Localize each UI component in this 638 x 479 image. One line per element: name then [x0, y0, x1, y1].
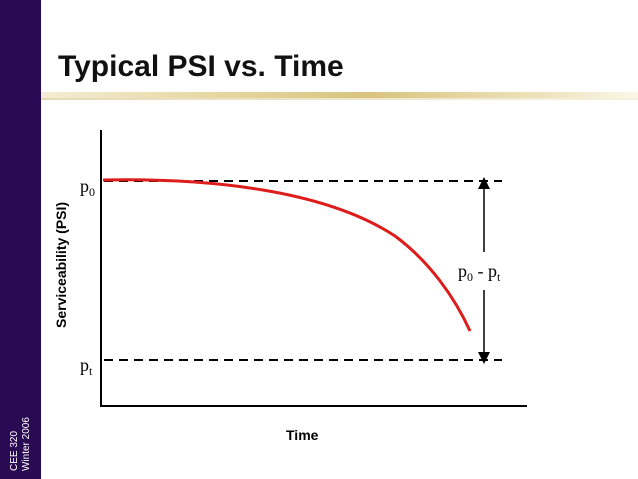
pt-label: pt — [80, 355, 93, 378]
slide-title: Typical PSI vs. Time — [58, 50, 344, 83]
x-axis-label: Time — [286, 427, 319, 443]
course-footer: CEE 320 Winter 2006 — [4, 403, 38, 473]
y-axis-label: Serviceability (PSI) — [53, 202, 69, 328]
title-underline-shadow — [41, 98, 638, 100]
course-code: CEE 320 — [9, 431, 20, 471]
p0-label: p0 — [80, 176, 95, 199]
title-underline — [41, 92, 638, 98]
sidebar-band: CEE 320 Winter 2006 — [0, 0, 41, 479]
range-label: p0 - pt — [458, 261, 501, 284]
psi-curve — [102, 178, 472, 332]
course-term: Winter 2006 — [21, 417, 32, 471]
